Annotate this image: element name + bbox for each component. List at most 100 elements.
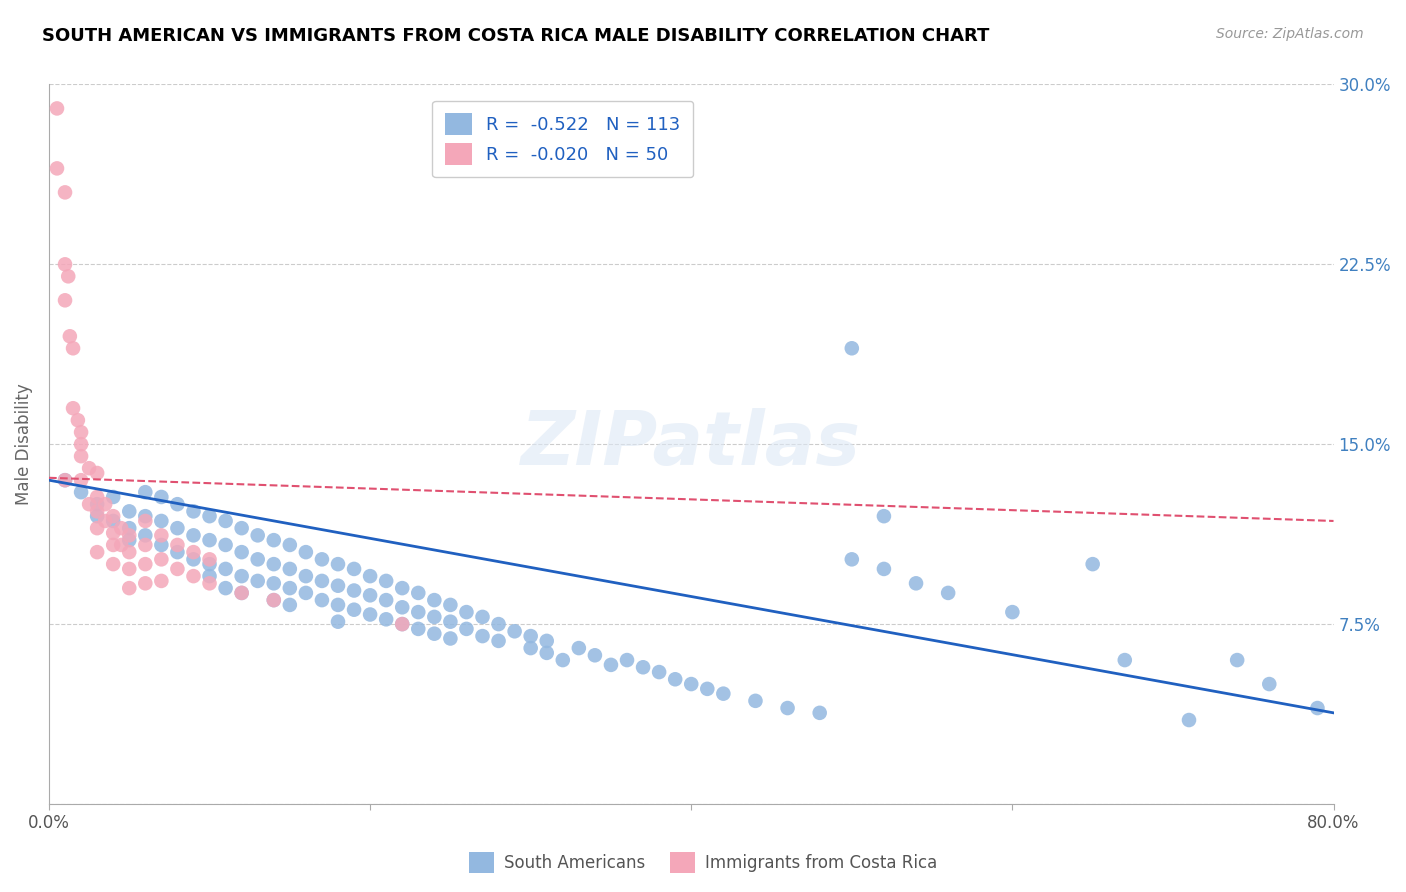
- Point: [110, 538, 132, 552]
- Point: [1001, 605, 1024, 619]
- Point: [263, 557, 285, 571]
- Point: [519, 641, 541, 656]
- Point: [488, 617, 510, 632]
- Text: ZIPatlas: ZIPatlas: [522, 408, 862, 481]
- Point: [375, 593, 398, 607]
- Point: [134, 538, 156, 552]
- Point: [375, 574, 398, 588]
- Point: [326, 615, 349, 629]
- Point: [103, 490, 125, 504]
- Point: [94, 514, 117, 528]
- Point: [488, 633, 510, 648]
- Point: [536, 633, 558, 648]
- Point: [198, 552, 221, 566]
- Point: [278, 581, 301, 595]
- Point: [118, 581, 141, 595]
- Point: [94, 497, 117, 511]
- Point: [62, 401, 84, 416]
- Point: [183, 545, 205, 559]
- Point: [214, 581, 236, 595]
- Point: [77, 461, 100, 475]
- Point: [278, 562, 301, 576]
- Point: [53, 473, 76, 487]
- Point: [873, 562, 896, 576]
- Point: [326, 598, 349, 612]
- Point: [183, 569, 205, 583]
- Legend: R =  -0.522   N = 113, R =  -0.020   N = 50: R = -0.522 N = 113, R = -0.020 N = 50: [432, 101, 693, 178]
- Point: [343, 603, 366, 617]
- Point: [503, 624, 526, 639]
- Point: [873, 509, 896, 524]
- Point: [86, 521, 108, 535]
- Point: [263, 593, 285, 607]
- Point: [86, 545, 108, 559]
- Text: Source: ZipAtlas.com: Source: ZipAtlas.com: [1216, 27, 1364, 41]
- Point: [391, 617, 413, 632]
- Point: [231, 569, 253, 583]
- Point: [326, 579, 349, 593]
- Point: [70, 449, 93, 463]
- Point: [406, 622, 429, 636]
- Point: [58, 269, 80, 284]
- Point: [103, 514, 125, 528]
- Point: [295, 569, 318, 583]
- Point: [118, 533, 141, 548]
- Point: [53, 257, 76, 271]
- Point: [77, 497, 100, 511]
- Y-axis label: Male Disability: Male Disability: [15, 384, 32, 505]
- Point: [471, 610, 494, 624]
- Point: [616, 653, 638, 667]
- Point: [53, 293, 76, 308]
- Point: [343, 583, 366, 598]
- Point: [198, 509, 221, 524]
- Point: [375, 612, 398, 626]
- Point: [905, 576, 928, 591]
- Point: [278, 598, 301, 612]
- Point: [711, 687, 734, 701]
- Point: [166, 562, 188, 576]
- Point: [295, 545, 318, 559]
- Point: [183, 552, 205, 566]
- Point: [183, 504, 205, 518]
- Point: [231, 586, 253, 600]
- Point: [59, 329, 82, 343]
- Text: SOUTH AMERICAN VS IMMIGRANTS FROM COSTA RICA MALE DISABILITY CORRELATION CHART: SOUTH AMERICAN VS IMMIGRANTS FROM COSTA …: [42, 27, 990, 45]
- Point: [423, 626, 446, 640]
- Point: [70, 437, 93, 451]
- Point: [231, 586, 253, 600]
- Point: [439, 615, 461, 629]
- Point: [1081, 557, 1104, 571]
- Point: [359, 569, 381, 583]
- Point: [1114, 653, 1136, 667]
- Point: [118, 521, 141, 535]
- Point: [311, 574, 333, 588]
- Point: [391, 600, 413, 615]
- Point: [86, 509, 108, 524]
- Point: [391, 581, 413, 595]
- Point: [46, 161, 69, 176]
- Point: [648, 665, 671, 679]
- Point: [103, 509, 125, 524]
- Point: [808, 706, 831, 720]
- Point: [134, 514, 156, 528]
- Point: [231, 545, 253, 559]
- Point: [103, 538, 125, 552]
- Point: [600, 657, 623, 672]
- Point: [62, 341, 84, 355]
- Point: [118, 545, 141, 559]
- Point: [519, 629, 541, 643]
- Point: [150, 490, 173, 504]
- Point: [1226, 653, 1249, 667]
- Point: [246, 552, 269, 566]
- Point: [150, 538, 173, 552]
- Point: [118, 528, 141, 542]
- Point: [583, 648, 606, 663]
- Point: [1178, 713, 1201, 727]
- Point: [70, 473, 93, 487]
- Point: [214, 538, 236, 552]
- Point: [841, 341, 863, 355]
- Point: [86, 466, 108, 480]
- Point: [423, 593, 446, 607]
- Point: [841, 552, 863, 566]
- Point: [423, 610, 446, 624]
